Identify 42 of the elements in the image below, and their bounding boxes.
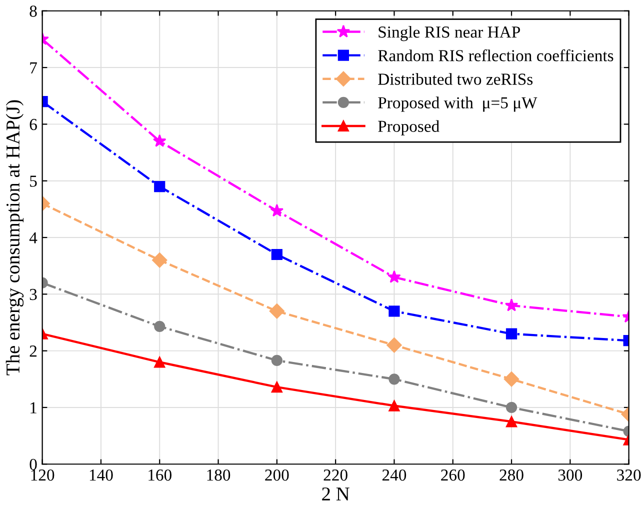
y-tick-label: 1 bbox=[30, 402, 36, 414]
y-tick-label: 6 bbox=[30, 118, 37, 130]
point bbox=[386, 338, 402, 353]
y-tick-label: 4 bbox=[29, 232, 38, 244]
x-tick-label: 320 bbox=[617, 469, 641, 481]
point bbox=[388, 400, 400, 412]
y-axis-title: The energy consumption at HAP(J) bbox=[6, 100, 24, 376]
x-tick-label: 180 bbox=[207, 469, 230, 481]
x-axis-title: 2 N bbox=[322, 488, 350, 500]
point bbox=[154, 356, 166, 368]
point bbox=[388, 374, 400, 385]
legend-label: Proposed with μ=5 μW bbox=[378, 96, 538, 112]
point bbox=[270, 204, 284, 217]
point bbox=[388, 306, 400, 317]
point bbox=[269, 304, 284, 319]
point bbox=[271, 354, 282, 366]
point bbox=[152, 134, 166, 147]
point bbox=[271, 382, 282, 393]
x-tick-label: 300 bbox=[558, 469, 582, 481]
legend-label: Proposed bbox=[378, 120, 440, 136]
x-tick-label: 260 bbox=[441, 469, 465, 481]
point bbox=[271, 248, 282, 260]
y-tick-label: 0 bbox=[30, 458, 37, 470]
legend-label: Distributed two zeRISs bbox=[378, 73, 533, 85]
y-tick-label: 3 bbox=[30, 288, 37, 300]
x-tick-label: 200 bbox=[265, 469, 289, 481]
y-tick-label: 8 bbox=[30, 6, 37, 17]
x-tick-label: 120 bbox=[31, 469, 54, 481]
point bbox=[152, 252, 168, 268]
point bbox=[154, 320, 166, 332]
point bbox=[388, 270, 401, 283]
y-tick-label: 2 bbox=[30, 346, 37, 357]
x-tick-label: 240 bbox=[382, 469, 406, 481]
legend-label: Single RIS near HAP bbox=[378, 26, 520, 42]
legend-label: Random RIS reflection coefficients bbox=[378, 49, 614, 62]
x-tick-label: 220 bbox=[324, 469, 348, 481]
x-tick-label: 140 bbox=[90, 469, 113, 481]
x-tick-label: 280 bbox=[500, 469, 524, 481]
x-tick-label: 160 bbox=[148, 469, 172, 481]
y-tick-label: 5 bbox=[30, 176, 37, 187]
point bbox=[154, 180, 166, 192]
y-tick-label: 7 bbox=[30, 62, 37, 74]
